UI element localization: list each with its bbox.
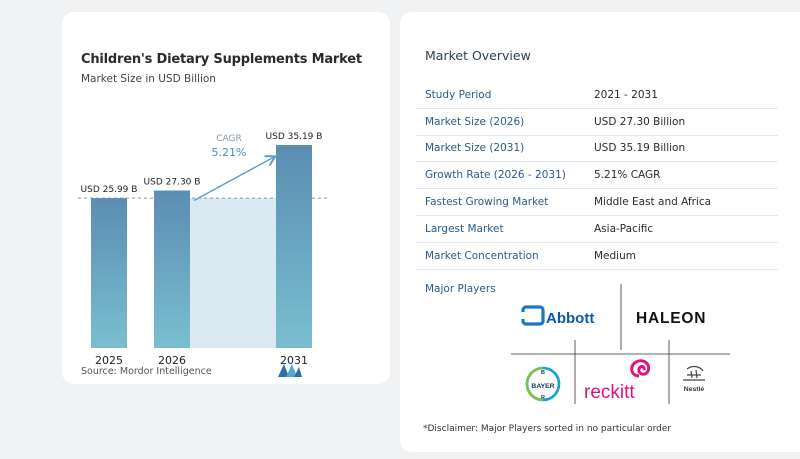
overview-table: Study Period 2021 - 2031 Market Size (2026… — [416, 82, 778, 270]
mordor-logo-icon — [278, 364, 302, 377]
cagr-arrow — [193, 157, 274, 202]
nestle-logo: Nestlé — [683, 365, 705, 393]
bar-value-label: USD 25.99 B — [81, 185, 138, 195]
overview-value: USD 27.30 Billion — [594, 115, 686, 128]
overview-key: Market Size (2031) — [425, 142, 525, 155]
players-title: Major Players — [425, 283, 496, 295]
bar — [91, 198, 127, 348]
bar — [154, 190, 190, 348]
overview-card: Market Overview Study Period 2021 - 2031 M… — [400, 12, 800, 452]
overview-row: Market Size (2031) USD 35.19 Billion — [416, 136, 778, 163]
category-label: 2026 — [158, 354, 186, 367]
overview-row: Market Size (2026) USD 27.30 Billion — [416, 109, 778, 136]
bayer-logo-text: BAYER — [531, 383, 554, 390]
overview-row: Study Period 2021 - 2031 — [416, 82, 778, 109]
abbott-logo: Abbott — [519, 305, 594, 327]
source-label: Source: — [81, 366, 117, 377]
reckitt-logo-text: reckitt — [584, 382, 635, 403]
overview-key: Market Size (2026) — [425, 115, 525, 128]
bar-value-label: USD 35.19 B — [266, 132, 323, 142]
category-label: 2025 — [95, 354, 123, 367]
nestle-logo-text: Nestlé — [684, 386, 705, 393]
overview-row: Market Concentration Medium — [416, 243, 778, 270]
overview-value: Middle East and Africa — [594, 196, 712, 209]
cagr-band — [190, 198, 276, 348]
overview-key: Growth Rate (2026 - 2031) — [425, 169, 566, 182]
chart-subtitle: Market Size in USD Billion — [81, 73, 216, 85]
chart-title: Children's Dietary Supplements Market — [81, 52, 362, 67]
overview-key: Largest Market — [425, 222, 504, 235]
cagr-value: 5.21% — [212, 146, 247, 159]
overview-key: Market Concentration — [425, 249, 539, 262]
disclaimer: *Disclaimer: Major Players sorted in no … — [423, 424, 672, 434]
svg-text:R: R — [541, 395, 545, 401]
source-name: Mordor Intelligence — [119, 366, 212, 377]
overview-row: Largest Market Asia-Pacific — [416, 216, 778, 243]
bayer-logo: BAYER B R — [525, 366, 561, 402]
category-label: 2031 — [280, 354, 308, 367]
player-logos: Abbott HALEON BAYER B R reckitt Nestlé — [511, 284, 730, 404]
haleon-logo: HALEON — [636, 310, 706, 327]
overview-key: Study Period — [425, 88, 492, 101]
bar — [276, 145, 312, 348]
overview-title: Market Overview — [425, 48, 531, 63]
overview-value: 2021 - 2031 — [594, 88, 658, 101]
overview-value: Medium — [594, 249, 636, 262]
overview-value: 5.21% CAGR — [594, 169, 661, 182]
chart-card: Children's Dietary Supplements Market Ma… — [62, 12, 390, 384]
svg-text:B: B — [541, 370, 545, 376]
bar-value-label: USD 27.30 B — [144, 178, 201, 188]
abbott-logo-text: Abbott — [546, 310, 594, 327]
cagr-label: CAGR — [216, 134, 242, 144]
overview-row: Fastest Growing Market Middle East and Af… — [416, 189, 778, 216]
overview-value: USD 35.19 Billion — [594, 142, 686, 155]
overview-value: Asia-Pacific — [594, 222, 654, 235]
source-note: Source: Mordor Intelligence — [81, 366, 212, 377]
bar-chart: USD 25.99 B 2025 USD 27.30 B 2026 USD 35.19 … — [78, 132, 327, 367]
reckitt-logo: reckitt — [584, 359, 651, 403]
overview-key: Fastest Growing Market — [425, 196, 549, 209]
overview-row: Growth Rate (2026 - 2031) 5.21% CAGR — [416, 162, 778, 190]
